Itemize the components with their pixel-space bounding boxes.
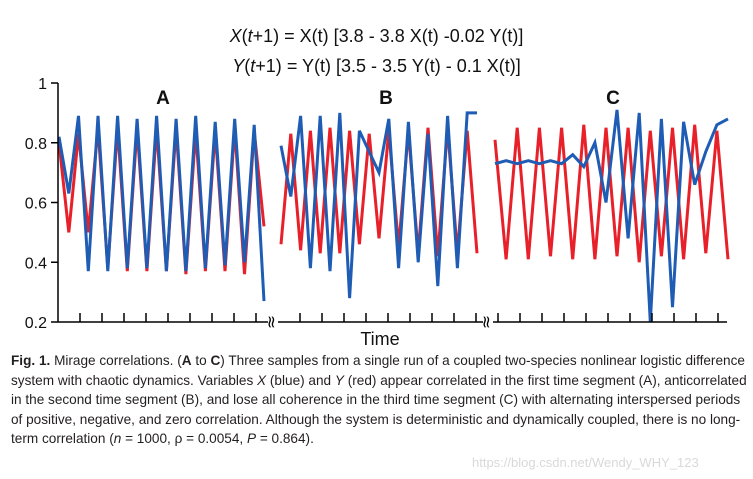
eq1-rhs: = X(t) [3.8 - 3.8 X(t) -0.02 Y(t)] [284, 26, 524, 46]
equation-x: X(t+1) = X(t) [3.8 - 3.8 X(t) -0.02 Y(t)… [229, 26, 524, 46]
eq1-var: X [229, 26, 242, 46]
caption-p: P [246, 431, 257, 447]
caption-var-y: Y [334, 372, 344, 388]
caption-n: n [113, 431, 122, 447]
eq2-arg: t [250, 56, 256, 76]
segment-a: A [57, 88, 266, 302]
segment-label-c: C [606, 88, 620, 109]
axis-break-marker-1: ≈ [261, 315, 281, 329]
caption-text-3: (red) appear correlated in the first tim… [11, 372, 747, 447]
caption-title: Mirage correlations. [54, 353, 174, 368]
figure-caption: Fig. 1. Mirage correlations. (A to C) Th… [11, 351, 751, 449]
axis-break-marker-2: ≈ [476, 315, 496, 329]
series-y-segment-c [493, 124, 730, 263]
eq2-rhs: = Y(t) [3.5 - 3.5 Y(t) - 0.1 X(t)] [286, 56, 521, 76]
series-x-segment-c [494, 109, 729, 323]
segment-c: C [493, 88, 730, 323]
series-x-segment-a [57, 115, 266, 302]
caption-text-1: Three samples from a single run of a cou… [11, 353, 745, 388]
segment-label-b: B [379, 88, 393, 109]
eq2-var: Y [232, 56, 245, 76]
caption-to: to [191, 353, 211, 368]
y-tick-label: 0.8 [25, 136, 47, 153]
x-axis: ≈ ≈ [58, 313, 727, 329]
series-x-segment-b [279, 111, 477, 299]
y-ticks: 0.2 0.4 0.6 0.8 1 [25, 76, 58, 332]
segment-b: B [279, 88, 479, 299]
y-tick-label: 0.4 [25, 255, 47, 272]
segment-label-a: A [156, 88, 170, 109]
caption-open: ( [177, 353, 182, 368]
caption-var-x: X [257, 372, 267, 388]
caption-p-val: = 0.864). [256, 431, 314, 447]
caption-fig-label: Fig. 1. [11, 353, 51, 368]
caption-text-2: (blue) and [266, 372, 335, 388]
chart-axes: ≈ ≈ 0.20.40.60.81 [25, 76, 727, 332]
eq1-arg: t [247, 26, 253, 46]
caption-close: ) [220, 353, 225, 368]
watermark: https://blog.csdn.net/Wendy_WHY_123 [472, 455, 699, 470]
caption-ref-c: C [210, 353, 221, 368]
x-axis-label: Time [360, 329, 399, 349]
equation-y: Y(t+1) = Y(t) [3.5 - 3.5 Y(t) - 0.1 X(t)… [232, 56, 521, 76]
y-tick-label: 0.6 [25, 196, 47, 213]
series-y-segment-b [279, 127, 479, 257]
caption-ref-a: A [181, 353, 192, 368]
caption-n-val: = 1000, ρ = 0.0054, [121, 431, 247, 447]
chart-series-layer: A B C [57, 88, 730, 323]
y-tick-label: 1 [38, 76, 47, 93]
y-tick-label: 0.2 [25, 315, 47, 332]
